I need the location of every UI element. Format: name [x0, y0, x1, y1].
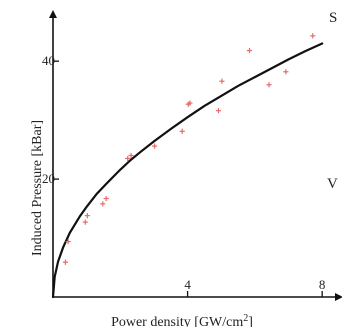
data-point-3 — [84, 213, 90, 219]
x-axis-label-close: ] — [248, 315, 253, 327]
data-point-15 — [266, 82, 272, 88]
data-point-7 — [128, 152, 134, 159]
y-axis-label: Induced Pressure [kBar] — [30, 120, 45, 256]
data-point-4 — [100, 201, 106, 207]
x-axis-label: Power density [GW/cm2] — [111, 313, 253, 327]
edge-fragment-top-right: S — [329, 10, 337, 26]
data-point-0 — [62, 259, 69, 265]
y-tick-label-1: 40 — [42, 53, 55, 68]
data-point-6 — [125, 155, 131, 162]
fit-curve — [51, 42, 324, 299]
data-point-5 — [103, 195, 109, 202]
edge-fragment-mid-right: V — [327, 176, 338, 192]
data-point-8 — [152, 143, 158, 149]
data-point-1 — [65, 238, 71, 245]
data-point-11 — [187, 100, 193, 106]
data-point-2 — [82, 219, 88, 225]
data-point-16 — [283, 69, 289, 75]
data-point-17 — [310, 33, 316, 39]
data-point-14 — [246, 47, 253, 54]
x-tick-label-1: 8 — [319, 277, 326, 292]
data-points — [62, 33, 316, 265]
x-tick-label-0: 4 — [184, 277, 191, 292]
y-tick-label-0: 20 — [42, 171, 55, 186]
data-point-12 — [215, 108, 222, 114]
data-point-13 — [219, 78, 225, 84]
x-axis-label-text: Power density [GW/cm — [111, 315, 243, 327]
data-point-9 — [179, 128, 185, 134]
x-axis-label-superscript: 2 — [243, 313, 248, 324]
